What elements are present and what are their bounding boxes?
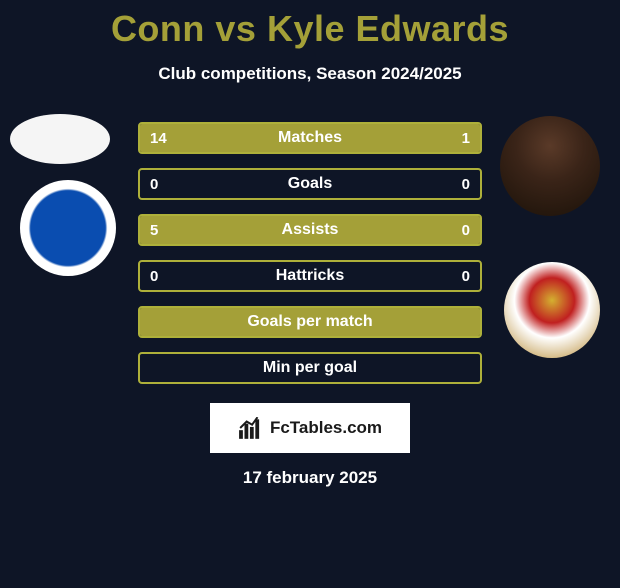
stat-row: Min per goal xyxy=(138,352,482,384)
stat-value-left: 0 xyxy=(140,262,168,290)
stat-bars: Matches141Goals00Assists50Hattricks00Goa… xyxy=(138,122,482,398)
stat-value-left xyxy=(140,308,160,336)
stat-value-left: 5 xyxy=(140,216,168,244)
date-label: 17 february 2025 xyxy=(0,468,620,488)
stat-value-right: 1 xyxy=(452,124,480,152)
stat-label: Goals per match xyxy=(140,308,480,336)
player-right-avatar xyxy=(500,116,600,216)
stat-row: Assists5 0 xyxy=(138,214,482,246)
stat-label: Matches xyxy=(140,124,480,152)
stat-value-right xyxy=(460,308,480,336)
page-title: Conn vs Kyle Edwards xyxy=(0,8,620,50)
stat-value-right: 0 xyxy=(452,262,480,290)
stat-row: Goals per match xyxy=(138,306,482,338)
club-right-badge xyxy=(504,262,600,358)
stat-value-right xyxy=(460,354,480,382)
page-subtitle: Club competitions, Season 2024/2025 xyxy=(0,64,620,84)
player-left-avatar xyxy=(10,114,110,164)
stat-row: Hattricks0 0 xyxy=(138,260,482,292)
club-left-badge xyxy=(20,180,116,276)
chart-icon xyxy=(238,417,264,439)
stat-value-left xyxy=(140,354,160,382)
branding-text: FcTables.com xyxy=(270,418,382,438)
stat-value-right: 0 xyxy=(452,216,480,244)
branding-badge: FcTables.com xyxy=(210,403,410,453)
stat-value-left: 14 xyxy=(140,124,177,152)
stat-value-left: 0 xyxy=(140,170,168,198)
stat-label: Min per goal xyxy=(140,354,480,382)
stat-row: Goals0 0 xyxy=(138,168,482,200)
stat-value-right: 0 xyxy=(452,170,480,198)
stat-label: Hattricks xyxy=(140,262,480,290)
stat-row: Matches14 1 xyxy=(138,122,482,154)
stat-label: Assists xyxy=(140,216,480,244)
stat-label: Goals xyxy=(140,170,480,198)
